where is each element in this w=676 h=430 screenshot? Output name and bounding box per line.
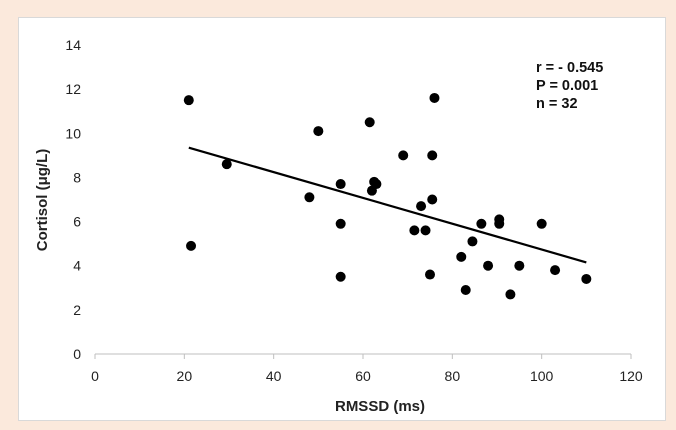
data-point [364, 117, 375, 128]
trendline-group [188, 146, 587, 264]
data-point [335, 179, 346, 190]
data-point [416, 201, 427, 212]
data-point [467, 236, 478, 247]
data-point [483, 260, 494, 271]
x-axis-title: RMSSD (ms) [335, 398, 425, 415]
x-tick-label: 80 [445, 368, 461, 384]
trendline [188, 146, 587, 264]
y-tick-label: 6 [73, 214, 81, 230]
data-point [460, 284, 471, 295]
data-point [398, 150, 409, 161]
y-axis-ticks: 0 2 4 6 8 10 12 14 [65, 37, 81, 362]
x-tick-label: 60 [355, 368, 371, 384]
data-point [420, 225, 431, 236]
left-margin [0, 0, 18, 430]
y-tick-label: 10 [65, 125, 81, 141]
data-point [186, 240, 197, 251]
stat-r-value: r = - 0.545 [536, 60, 603, 76]
data-point [304, 192, 315, 203]
data-point [335, 271, 346, 282]
stat-n-value: n = 32 [536, 96, 578, 112]
y-tick-label: 8 [73, 169, 81, 185]
data-point [505, 289, 516, 300]
data-points [183, 92, 592, 300]
y-tick-label: 14 [65, 37, 81, 53]
y-tick-label: 2 [73, 302, 81, 318]
y-tick-label: 0 [73, 346, 81, 362]
data-point [514, 260, 525, 271]
data-point [409, 225, 420, 236]
x-axis-ticks: 0 20 40 60 80 100 120 [91, 354, 643, 384]
stat-p-value: P = 0.001 [536, 78, 598, 94]
data-point [221, 159, 232, 170]
data-point [550, 265, 561, 276]
data-point [581, 273, 592, 284]
data-point [494, 218, 505, 229]
x-tick-label: 20 [177, 368, 193, 384]
x-tick-label: 120 [619, 368, 643, 384]
data-point [425, 269, 435, 280]
data-point [476, 218, 487, 229]
data-point [427, 194, 438, 205]
data-point [536, 218, 547, 229]
data-point [456, 251, 467, 262]
data-point [183, 95, 194, 106]
data-point [427, 150, 438, 161]
x-tick-label: 0 [91, 368, 99, 384]
y-tick-label: 12 [65, 81, 81, 97]
x-tick-label: 40 [266, 368, 282, 384]
y-tick-label: 4 [73, 258, 81, 274]
data-point [313, 126, 324, 137]
data-point [371, 179, 382, 190]
data-point [335, 218, 346, 229]
data-point [429, 92, 440, 103]
y-axis-title: Cortisol (μg/L) [34, 149, 51, 252]
x-tick-label: 100 [530, 368, 554, 384]
